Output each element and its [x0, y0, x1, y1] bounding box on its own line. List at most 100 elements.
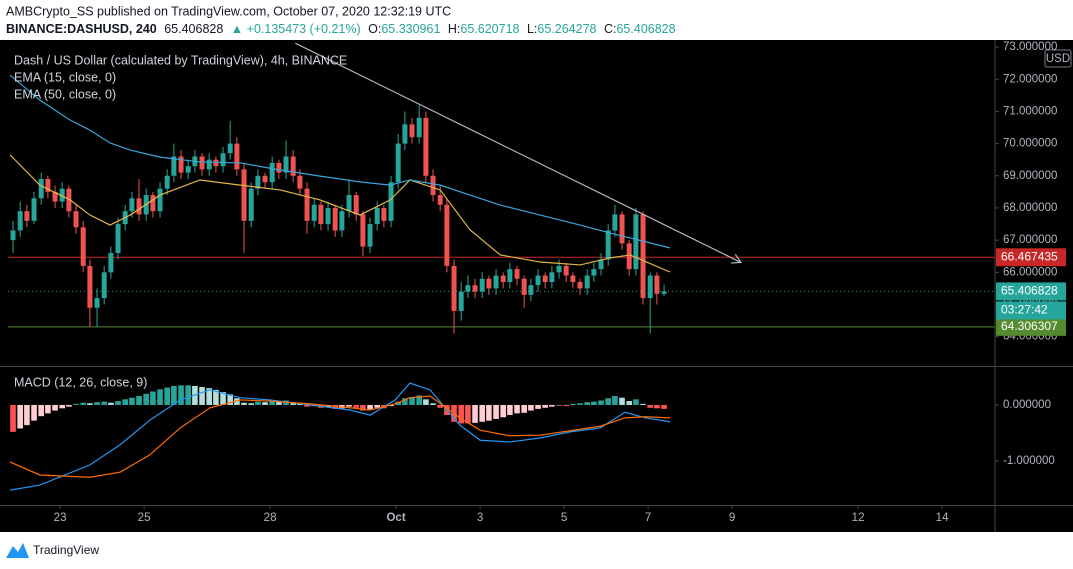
- macd-histogram-bar: [619, 397, 625, 405]
- candle-body: [521, 278, 527, 295]
- x-tick-label: 23: [54, 512, 67, 524]
- plot-layer: [8, 42, 995, 491]
- price-change: ▲ +0.135473 (+0.21%): [231, 22, 361, 36]
- trendline: [295, 42, 740, 262]
- macd-histogram-bar: [514, 404, 520, 414]
- macd-histogram-bar: [353, 404, 359, 408]
- macd-histogram-bar: [584, 402, 590, 405]
- ema-line: [9, 74, 671, 249]
- macd-histogram-bar: [164, 387, 170, 405]
- candle-body: [528, 285, 534, 295]
- chart-title: Dash / US Dollar (calculated by TradingV…: [14, 53, 347, 67]
- macd-histogram-bar: [409, 397, 415, 405]
- close-value: 65.406828: [616, 22, 675, 36]
- candle-body: [290, 156, 296, 176]
- macd-histogram-bar: [661, 404, 667, 409]
- candle-body: [423, 117, 429, 176]
- candle-body: [605, 230, 611, 260]
- candle-body: [367, 224, 373, 247]
- macd-histogram-bar: [115, 401, 121, 405]
- candle-body: [339, 211, 345, 231]
- candle-body: [612, 214, 618, 231]
- macd-histogram-bar: [598, 400, 604, 405]
- macd-histogram-bar: [199, 387, 205, 405]
- candle-body: [108, 253, 114, 273]
- candle-body: [59, 188, 65, 202]
- last-price-label: 65.406828: [1001, 284, 1058, 298]
- candle-body: [486, 278, 492, 289]
- candle-body: [178, 156, 184, 173]
- macd-histogram-bar: [248, 403, 254, 405]
- y-tick-label: 68.000000: [1003, 202, 1057, 214]
- low-value: 65.264278: [537, 22, 596, 36]
- candle-body: [185, 166, 191, 173]
- candle-body: [416, 117, 422, 138]
- legend-ema50: EMA (50, close, 0): [14, 87, 116, 101]
- macd-histogram-bar: [591, 401, 597, 405]
- candle-body: [591, 269, 597, 276]
- candle-body: [262, 175, 268, 183]
- candle-body: [87, 265, 93, 308]
- macd-title: MACD (12, 26, close, 9): [14, 375, 147, 389]
- candle-body: [171, 156, 177, 176]
- macd-line: [9, 395, 670, 478]
- candle-body: [584, 275, 590, 289]
- macd-histogram-bar: [500, 404, 506, 418]
- candle-body: [31, 198, 37, 221]
- candle-body: [52, 191, 58, 202]
- published-line: AMBCrypto_SS published on TradingView.co…: [6, 4, 451, 18]
- macd-histogram-bar: [276, 401, 282, 405]
- macd-histogram-bar: [542, 404, 548, 408]
- macd-histogram-bar: [493, 404, 499, 419]
- macd-histogram-bar: [143, 393, 149, 405]
- candle-body: [206, 159, 212, 170]
- candle-body: [430, 175, 436, 196]
- macd-histogram-bar: [528, 404, 534, 411]
- candle-body: [227, 143, 233, 154]
- macd-histogram-bar: [549, 404, 555, 407]
- candle-body: [311, 204, 317, 221]
- candle-body: [500, 275, 506, 282]
- macd-histogram-bar: [178, 385, 184, 405]
- candle-body: [374, 207, 380, 225]
- candle-body: [24, 211, 30, 221]
- candle-body: [199, 156, 205, 170]
- candle-body: [101, 272, 107, 299]
- macd-histogram-bar: [647, 404, 653, 408]
- candle-body: [395, 143, 401, 183]
- candle-body: [542, 275, 548, 282]
- y-tick-label: 67.000000: [1003, 234, 1057, 246]
- candle-body: [80, 227, 86, 266]
- candle-body: [577, 281, 583, 289]
- macd-histogram-bar: [220, 392, 226, 405]
- candle-body: [535, 275, 541, 286]
- macd-histogram-bar: [486, 404, 492, 421]
- macd-histogram-bar: [227, 394, 233, 405]
- candle-body: [514, 269, 520, 279]
- candle-body: [409, 124, 415, 138]
- candle-body: [10, 230, 16, 241]
- open-label: O:: [368, 22, 381, 36]
- x-tick-label: Oct: [386, 512, 405, 524]
- macd-histogram-bar: [129, 397, 135, 405]
- y-tick-label: 71.000000: [1003, 105, 1057, 117]
- last-price: 65.406828: [164, 22, 223, 36]
- macd-histogram-bar: [605, 398, 611, 405]
- candle-body: [465, 285, 471, 292]
- x-tick-label: 5: [561, 512, 567, 524]
- symbol-line: BINANCE:DASHUSD, 240 65.406828 ▲ +0.1354…: [6, 22, 676, 36]
- candle-body: [654, 275, 660, 294]
- macd-histogram-bar: [150, 391, 156, 405]
- last-price-label-bg: [996, 282, 1066, 301]
- candle-body: [276, 162, 282, 173]
- macd-histogram-bar: [304, 404, 310, 407]
- macd-histogram-bar: [402, 398, 408, 405]
- candle-body: [626, 243, 632, 270]
- macd-histogram-bar: [73, 403, 79, 405]
- macd-histogram-bar: [297, 403, 303, 405]
- macd-histogram-bar: [269, 401, 275, 405]
- currency: USD: [1046, 53, 1070, 65]
- x-tick-label: 7: [645, 512, 651, 524]
- candle-body: [647, 275, 653, 299]
